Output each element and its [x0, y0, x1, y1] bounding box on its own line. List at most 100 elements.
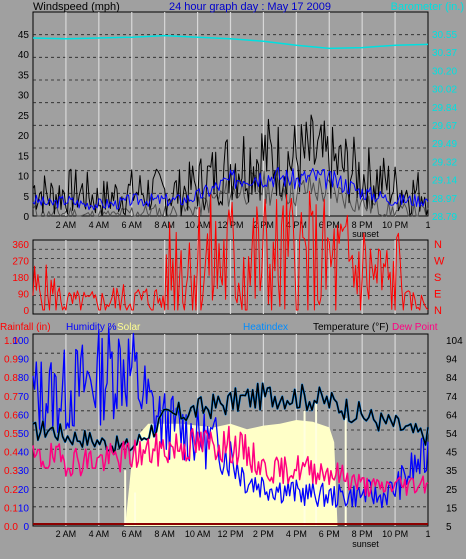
direction-ytick: 270 [12, 257, 29, 268]
humidity-ytick: 40 [18, 448, 30, 459]
barometer-ytick: 29.14 [432, 176, 457, 187]
wind-xtick: 8 PM [352, 220, 373, 230]
temp-legend-item: Solar [117, 322, 141, 333]
temp-ytick: 84 [446, 373, 458, 384]
solar-area [33, 420, 428, 526]
wind-ylabel: Windspeed (mph) [33, 1, 120, 13]
direction-compass-tick: N [434, 239, 442, 251]
temp-xtick: 4 PM [286, 529, 307, 539]
temp-ytick: 15 [446, 503, 458, 514]
barometer-ytick: 30.02 [432, 85, 457, 96]
wind-low-line [32, 170, 429, 217]
temp-xtick: 2 AM [56, 529, 77, 539]
wind-xtick: 6 AM [121, 220, 142, 230]
humidity-ytick: 100 [12, 336, 29, 347]
barometer-ytick: 30.55 [432, 30, 457, 41]
humidity-ytick: 90 [18, 355, 30, 366]
temp-xtick: 8 AM [154, 529, 175, 539]
wind-ytick: 15 [18, 151, 30, 162]
barometer-ylabel: Barometer (in.) [391, 1, 464, 13]
humidity-ytick: 80 [18, 373, 30, 384]
temp-xtick-end: 1 [425, 529, 430, 539]
humidity-ytick: 10 [18, 503, 30, 514]
barometer-ytick: 28.97 [432, 194, 457, 205]
rain-ytick: 0.4 [4, 448, 18, 459]
temp-sunset-label: sunset [352, 539, 379, 549]
direction-compass-tick: W [434, 256, 445, 268]
temp-ytick: 45 [446, 448, 458, 459]
direction-ytick: 360 [12, 240, 29, 251]
direction-ytick: 90 [18, 290, 30, 301]
temp-xtick: 6 PM [319, 529, 340, 539]
wind-avg-line [32, 166, 429, 211]
temp-xtick: 4 AM [89, 529, 110, 539]
humidity-ytick: 0 [23, 522, 29, 533]
temp-xtick: 12 PM [217, 529, 243, 539]
direction-ytick: 180 [12, 273, 29, 284]
wind-ytick: 40 [18, 50, 30, 61]
rain-ytick: 1.0 [4, 336, 18, 347]
temp-ytick: 35 [446, 466, 458, 477]
temp-ytick: 74 [446, 392, 458, 403]
temp-xtick: 2 PM [253, 529, 274, 539]
rain-ytick: 0.5 [4, 429, 18, 440]
rain-ytick: 0.6 [4, 410, 18, 421]
direction-ytick: 0 [23, 306, 29, 317]
wind-xtick-end: 1 [425, 220, 430, 230]
wind-ytick: 20 [18, 131, 30, 142]
barometer-line [32, 34, 429, 50]
wind-xtick: 10 PM [382, 220, 408, 230]
barometer-ytick: 29.67 [432, 121, 457, 132]
barometer-ytick: 29.84 [432, 103, 457, 114]
humidity-ytick: 60 [18, 410, 30, 421]
humidity-ytick: 70 [18, 392, 30, 403]
direction-compass-tick: N [434, 305, 442, 317]
wind-ytick: 5 [23, 192, 29, 203]
barometer-ytick: 28.79 [432, 212, 457, 223]
direction-compass-tick: E [434, 289, 441, 301]
wind-ytick: 30 [18, 91, 30, 102]
chart-title: 24 hour graph day : May 17 2009 [169, 1, 331, 13]
temp-legend-item: Dew Point [392, 322, 438, 333]
temp-legend-item: Rainfall (in) [0, 322, 51, 333]
rain-ytick: 0.1 [4, 503, 18, 514]
wind-xtick: 8 AM [154, 220, 175, 230]
humidity-line [32, 327, 429, 509]
temperature-line [32, 382, 429, 455]
barometer-ytick: 30.20 [432, 66, 457, 77]
temp-ytick: 64 [446, 410, 458, 421]
dewpoint-line [32, 425, 429, 498]
temp-xtick: 8 PM [352, 529, 373, 539]
temp-legend-item: Heatindex [243, 322, 288, 333]
temp-xtick: 10 PM [382, 529, 408, 539]
wind-xtick: 4 AM [89, 220, 110, 230]
rainfall-bar [33, 523, 428, 525]
barometer-ytick: 29.49 [432, 139, 457, 150]
rain-ytick: 0.3 [4, 466, 18, 477]
wind-ytick: 25 [18, 111, 30, 122]
humidity-ytick: 30 [18, 466, 30, 477]
sunset-label: sunset [352, 229, 379, 239]
barometer-ytick: 30.37 [432, 48, 457, 59]
humidity-ytick: 20 [18, 485, 30, 496]
wind-gust-line [32, 114, 429, 217]
wind-xtick: 4 PM [286, 220, 307, 230]
temp-ytick: 5 [446, 522, 452, 533]
temp-ytick: 104 [446, 336, 463, 347]
rain-ytick: 0.8 [4, 373, 18, 384]
temp-legend-item: Temperature (°F) [313, 322, 389, 333]
temp-ytick: 25 [446, 485, 458, 496]
wind-ytick: 35 [18, 70, 30, 81]
humidity-ytick: 50 [18, 429, 30, 440]
wind-ytick: 10 [18, 172, 30, 183]
rain-ytick: 0.0 [4, 522, 18, 533]
wind-ytick: 45 [18, 30, 30, 41]
wind-xtick: 2 AM [56, 220, 77, 230]
barometer-ytick: 29.32 [432, 157, 457, 168]
temp-xtick: 6 AM [121, 529, 142, 539]
temp-legend-item: Humidity % [66, 322, 117, 333]
rain-ytick: 0.2 [4, 485, 18, 496]
rain-ytick: 0.9 [4, 355, 18, 366]
wind-xtick: 10 AM [185, 220, 211, 230]
